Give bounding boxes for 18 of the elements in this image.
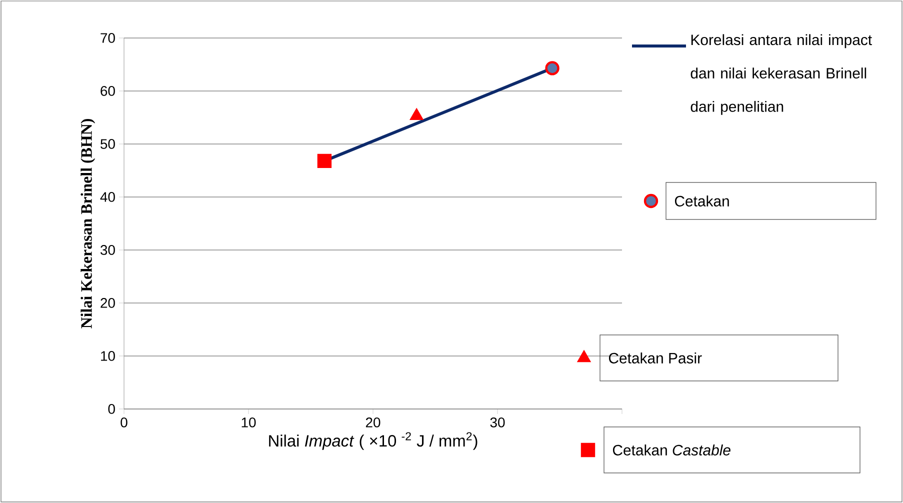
legend-label: Cetakan Pasir <box>608 352 702 364</box>
y-tick-label: 10 <box>101 351 115 361</box>
y-tick-label: 60 <box>100 86 115 96</box>
y-tick-label: 50 <box>100 139 115 149</box>
y-tick-label: 70 <box>100 33 115 43</box>
x-tick-label: 20 <box>366 417 380 428</box>
y-tick-label: 30 <box>100 245 115 255</box>
legend-label: Cetakan Castable <box>612 444 730 456</box>
y-axis-title: Nilai Kekerasan Brinell (BHN) <box>80 119 96 328</box>
y-tick-label: 40 <box>100 192 115 202</box>
text: Korelasi antara nilai impact dan nilai kekerasan Brinell dari penelitian <box>690 34 872 115</box>
x-tick-label: 10 <box>242 417 256 428</box>
y-tick-label: 0 <box>108 404 115 414</box>
legend-label: Cetakan <box>674 196 729 206</box>
y-tick-label: 20 <box>100 298 115 308</box>
x-tick-label: 30 <box>490 417 505 428</box>
x-tick-label: 0 <box>120 417 128 428</box>
x-axis-title: Nilai Impact ( ×10 $^{-2}$ J / mm$^{2}$) <box>269 432 478 450</box>
